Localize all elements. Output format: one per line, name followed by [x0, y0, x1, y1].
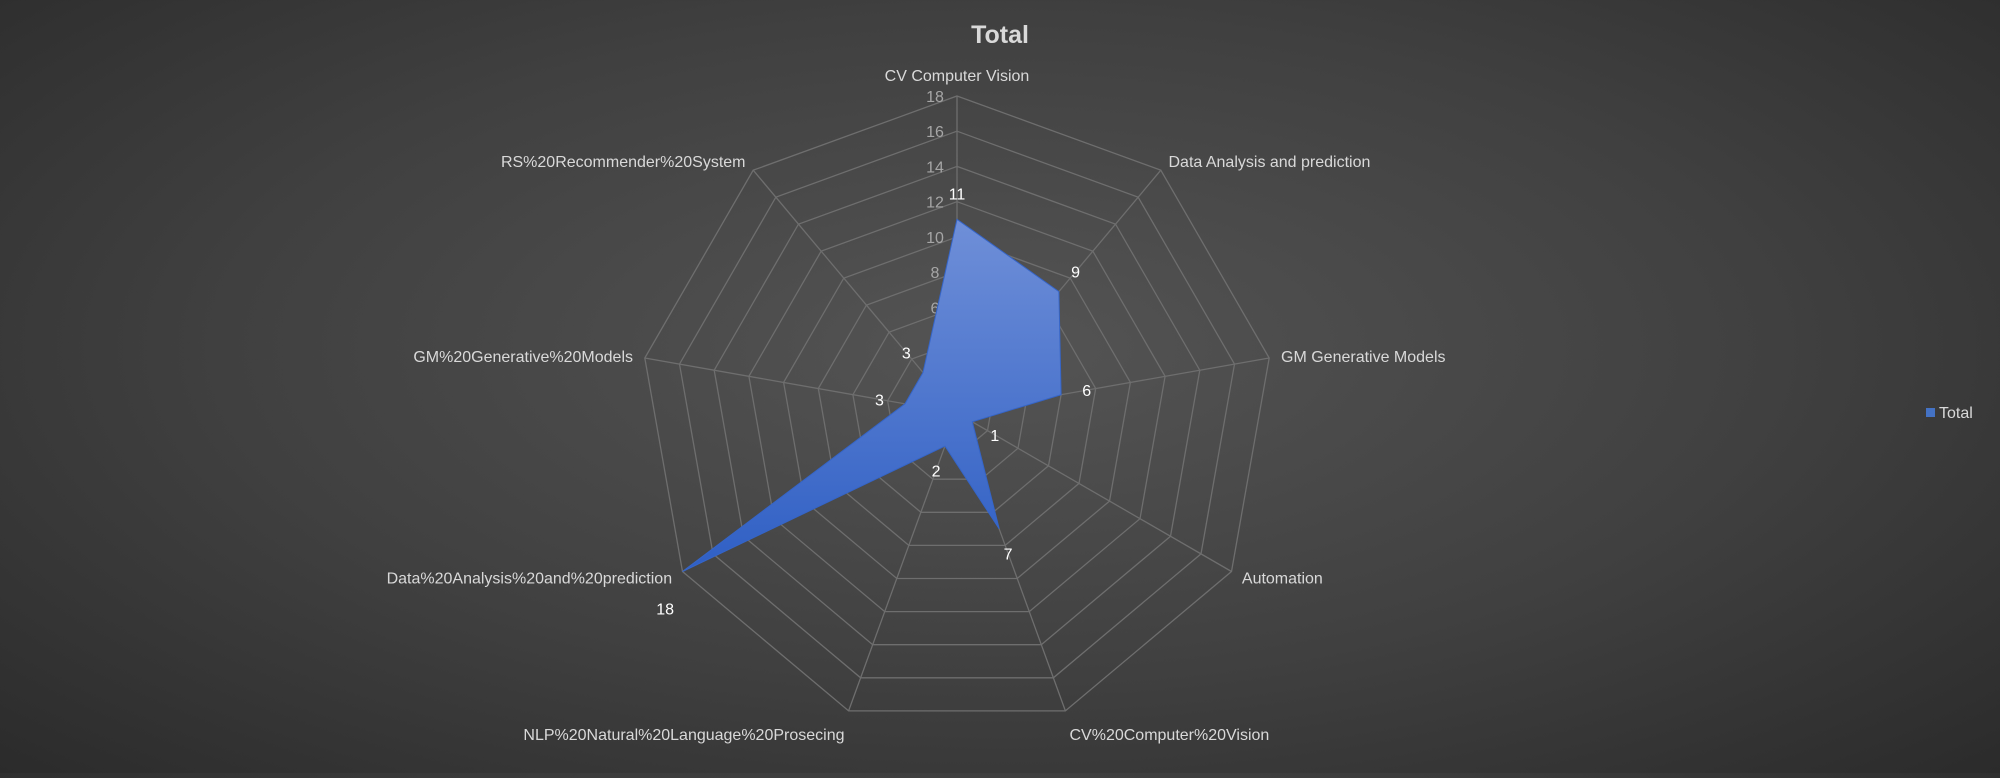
grid-ring-12 [748, 201, 1166, 613]
grid-ring-14 [713, 165, 1201, 646]
data-label: 11 [949, 186, 966, 203]
category-label: GM%20Generative%20Models [413, 349, 633, 366]
data-label: 3 [902, 346, 911, 363]
data-label: 2 [932, 464, 941, 481]
category-label: Automation [1242, 571, 1323, 588]
category-label: CV Computer Vision [885, 68, 1030, 85]
data-label: 9 [1071, 265, 1080, 282]
grid-ring-10 [782, 236, 1132, 580]
grid-ring-16 [678, 130, 1236, 679]
category-label: RS%20Recommender%20System [501, 154, 746, 171]
category-label: Data Analysis and prediction [1169, 154, 1371, 171]
category-labels: CV Computer Vision Data Analysis and pred… [387, 68, 1446, 744]
series-area-total[interactable] [682, 218, 1062, 572]
data-label: 18 [656, 602, 674, 619]
grid-ring-8 [817, 271, 1097, 547]
category-label: GM Generative Models [1281, 349, 1446, 366]
radial-tick-label: 12 [926, 195, 944, 212]
radial-tick-label: 6 [931, 300, 940, 317]
grid-spoke-4 [956, 412, 1232, 573]
radial-tick-label: 16 [926, 124, 944, 141]
data-labels: 11 9 6 1 7 2 18 3 3 [656, 186, 1091, 618]
radial-tick-label: 14 [926, 159, 944, 176]
category-label: NLP%20Natural%20Language%20Prosecing [523, 727, 844, 744]
grid-spoke-6 [847, 412, 958, 712]
chart-title: Total [971, 21, 1029, 49]
data-label: 6 [1082, 383, 1091, 400]
radial-tick-label: 8 [931, 265, 940, 282]
series-layer [682, 218, 1062, 572]
category-label: Data%20Analysis%20and%20prediction [387, 571, 673, 588]
radial-tick-label: 18 [926, 89, 944, 106]
legend[interactable]: Total [1926, 405, 1973, 422]
data-label: 3 [875, 392, 884, 409]
category-label: CV%20Computer%20Vision [1070, 727, 1270, 744]
data-label: 7 [1004, 546, 1013, 563]
legend-label-total: Total [1939, 405, 1973, 422]
radial-tick-label: 10 [926, 230, 944, 247]
grid-ring-18 [644, 95, 1270, 712]
data-label: 1 [990, 428, 999, 445]
legend-swatch-total [1926, 408, 1935, 417]
